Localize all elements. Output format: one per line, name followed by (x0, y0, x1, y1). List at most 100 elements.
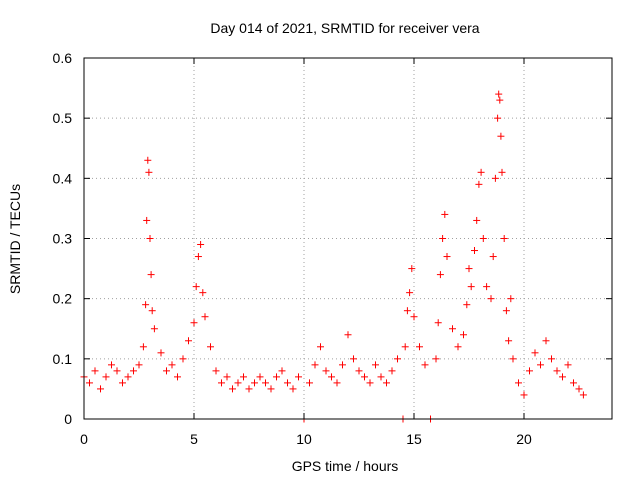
data-point (218, 379, 225, 387)
data-point (505, 337, 513, 345)
data-point (449, 325, 456, 333)
data-point (434, 319, 442, 327)
data-point (475, 180, 483, 188)
data-point (197, 241, 205, 249)
grid-layer (84, 58, 612, 419)
x-tick-label: 20 (516, 431, 532, 447)
data-point (144, 156, 152, 164)
data-point (410, 313, 418, 321)
data-point (487, 295, 495, 303)
data-point (350, 355, 357, 363)
x-axis-label: GPS time / hours (292, 458, 399, 474)
data-point (234, 379, 242, 387)
data-point (394, 355, 401, 363)
data-point (443, 253, 451, 261)
data-point (355, 367, 363, 375)
data-point (145, 168, 153, 176)
data-point (564, 361, 572, 369)
data-point (143, 216, 151, 224)
data-point (339, 361, 346, 369)
data-point (471, 247, 478, 255)
data-point (559, 373, 566, 381)
x-tick-label: 15 (406, 431, 422, 447)
data-point (306, 379, 313, 387)
y-tick-label: 0 (64, 411, 72, 427)
data-point (436, 271, 444, 279)
data-point (495, 90, 503, 98)
data-point (311, 361, 319, 369)
data-point (403, 307, 411, 315)
data-point (515, 379, 522, 387)
data-point (575, 385, 583, 393)
data-point (240, 373, 247, 381)
data-point (190, 319, 198, 327)
data-point (542, 337, 550, 345)
data-point (441, 210, 449, 218)
data-point (408, 265, 416, 273)
x-tick-label: 10 (296, 431, 312, 447)
data-point (463, 301, 471, 309)
y-axis-label: SRMTID / TECUs (7, 184, 23, 294)
data-point (278, 367, 286, 375)
data-point (86, 379, 93, 387)
data-point (416, 343, 423, 351)
data-point (146, 235, 154, 242)
data-point (135, 361, 143, 369)
data-point (251, 379, 258, 387)
data-point (97, 385, 104, 393)
data-point (421, 361, 429, 369)
data-point (108, 361, 115, 369)
data-point (194, 253, 202, 261)
data-point (531, 349, 539, 357)
data-point (406, 289, 414, 297)
y-tick-label: 0.3 (53, 231, 73, 247)
data-point (142, 301, 150, 309)
data-point (507, 295, 515, 303)
data-point (477, 168, 485, 176)
data-point (192, 283, 200, 291)
x-tick-label: 0 (80, 431, 88, 447)
data-point (372, 361, 379, 369)
data-point (91, 367, 99, 375)
data-point (553, 367, 561, 375)
data-point (366, 379, 374, 387)
data-point (498, 168, 506, 176)
data-point (520, 391, 528, 399)
data-point (483, 283, 491, 291)
data-point (491, 174, 499, 182)
data-point (124, 373, 132, 381)
data-point (526, 367, 533, 375)
data-point (229, 385, 236, 393)
data-point (113, 367, 121, 375)
data-point (139, 343, 147, 351)
data-point (207, 343, 214, 351)
y-tick-label: 0.5 (53, 110, 73, 126)
data-point (102, 373, 110, 381)
data-point (147, 271, 155, 279)
data-point (496, 96, 504, 104)
data-point (267, 385, 275, 393)
data-point (467, 283, 475, 291)
y-tick-label: 0.2 (53, 291, 73, 307)
x-tick-label: 5 (190, 431, 198, 447)
data-point (212, 367, 220, 375)
data-point (548, 355, 555, 363)
data-point (344, 331, 352, 339)
data-point (119, 379, 126, 387)
data-point (473, 216, 481, 224)
y-tick-label: 0.1 (53, 351, 73, 367)
data-point (502, 307, 510, 315)
data-point (223, 373, 231, 381)
data-point (479, 235, 487, 242)
data-point (168, 361, 176, 369)
data-point (494, 114, 502, 122)
data-point (361, 373, 368, 381)
data-point (289, 385, 297, 393)
data-point (432, 355, 440, 363)
data-point (174, 373, 181, 381)
data-point (439, 235, 447, 242)
data-point (497, 132, 505, 140)
data-point (322, 367, 330, 375)
